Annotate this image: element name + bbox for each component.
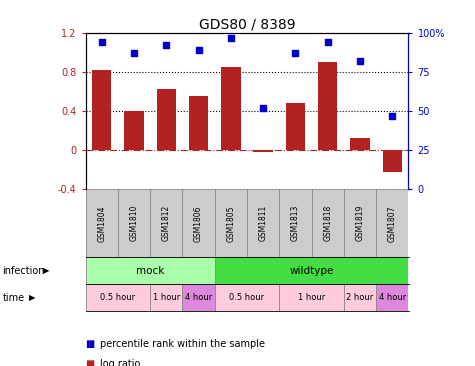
Bar [286,103,305,150]
Text: GSM1818: GSM1818 [323,205,332,242]
Text: 4 hour: 4 hour [185,293,212,302]
Point [389,113,396,119]
Point [162,42,170,48]
Text: wildtype: wildtype [289,266,334,276]
Bar [124,111,143,150]
Text: log ratio: log ratio [100,359,140,366]
Bar [376,284,408,311]
Bar [318,62,337,150]
Point [324,40,332,45]
Bar [182,284,215,311]
Text: GSM1805: GSM1805 [227,205,235,242]
Point [259,105,267,111]
Text: ▶: ▶ [43,266,49,275]
Bar [215,257,408,284]
Text: infection: infection [2,266,45,276]
Point [356,58,364,64]
Text: ■: ■ [86,359,95,366]
Text: GSM1810: GSM1810 [130,205,138,242]
Text: 1 hour: 1 hour [152,293,180,302]
Bar [150,284,182,311]
Text: 0.5 hour: 0.5 hour [100,293,135,302]
Text: GSM1812: GSM1812 [162,205,171,242]
Bar [221,67,240,150]
Text: GSM1813: GSM1813 [291,205,300,242]
Text: 0.5 hour: 0.5 hour [229,293,265,302]
Text: GSM1819: GSM1819 [356,205,364,242]
Text: time: time [2,293,25,303]
Text: mock: mock [136,266,164,276]
Bar [157,89,176,150]
Bar [254,150,273,152]
Text: 2 hour: 2 hour [346,293,374,302]
Text: percentile rank within the sample: percentile rank within the sample [100,339,265,349]
Text: 1 hour: 1 hour [298,293,325,302]
Bar [92,70,111,150]
Point [130,50,138,56]
Bar [344,284,376,311]
Point [292,50,299,56]
Bar [189,96,208,150]
Text: 4 hour: 4 hour [379,293,406,302]
Bar [86,284,150,311]
Text: ■: ■ [86,339,95,349]
Bar [215,284,279,311]
Point [227,35,235,41]
Text: GSM1807: GSM1807 [388,205,397,242]
Text: GSM1806: GSM1806 [194,205,203,242]
Bar [383,150,402,172]
Point [98,40,105,45]
Bar [351,138,370,150]
Title: GDS80 / 8389: GDS80 / 8389 [199,18,295,32]
Text: GSM1811: GSM1811 [259,205,267,242]
Text: GSM1804: GSM1804 [97,205,106,242]
Text: ▶: ▶ [28,293,35,302]
Bar [86,257,215,284]
Bar [279,284,344,311]
Point [195,47,202,53]
